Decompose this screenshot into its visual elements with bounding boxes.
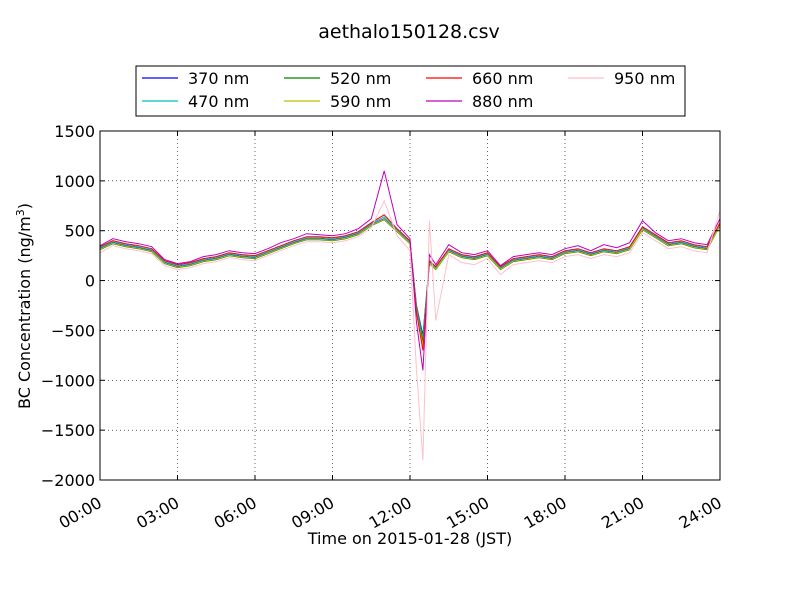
legend-label: 950 nm [614, 69, 675, 88]
y-axis-label-superscript: 3 [14, 209, 27, 216]
y-tick-label: −500 [51, 321, 95, 340]
axis-ticks: 00:00 03:00 06:00 09:00 12:00 15:00 18:00 21:00… [41, 122, 725, 533]
y-axis-label-end: ) [15, 203, 34, 209]
y-axis-label: BC Concentration (ng/m3) [14, 203, 34, 409]
grid-lines [99, 130, 721, 481]
legend-label: 520 nm [330, 69, 391, 88]
series-line-950-nm [100, 199, 720, 461]
legend-label: 660 nm [472, 69, 533, 88]
x-axis-label: Time on 2015-01-28 (JST) [307, 529, 512, 548]
x-tick-label: 12:00 [366, 493, 415, 533]
x-tick-label: 18:00 [521, 493, 570, 533]
x-tick-label: 00:00 [56, 493, 105, 533]
y-tick-label: −2000 [41, 471, 95, 490]
legend-label: 590 nm [330, 92, 391, 111]
chart-title: aethalo150128.csv [318, 21, 500, 43]
x-tick-label: 09:00 [288, 493, 337, 533]
legend-label: 470 nm [188, 92, 249, 111]
legend-label: 880 nm [472, 92, 533, 111]
series-line-660-nm [100, 214, 720, 351]
chart-legend: 370 nm 470 nm 520 nm 590 nm 660 nm 880 nm 950 … [135, 65, 686, 117]
x-tick-label: 03:00 [133, 493, 182, 533]
y-tick-label: 1000 [54, 172, 95, 191]
y-tick-label: 1500 [54, 122, 95, 141]
y-tick-label: 0 [85, 272, 95, 291]
x-tick-label: 06:00 [211, 493, 260, 533]
y-axis-label-main: BC Concentration (ng/m [15, 216, 34, 409]
series-line-880-nm [100, 170, 720, 371]
y-tick-label: 500 [64, 222, 95, 241]
x-tick-label: 21:00 [598, 493, 647, 533]
legend-label: 370 nm [188, 69, 249, 88]
legend-box [135, 65, 686, 117]
x-tick-label: 15:00 [443, 493, 492, 533]
y-tick-label: −1500 [41, 421, 95, 440]
series-line-370-nm [100, 218, 720, 336]
series-lines [100, 170, 720, 461]
y-tick-label: −1000 [41, 371, 95, 390]
x-tick-label: 24:00 [676, 493, 725, 533]
